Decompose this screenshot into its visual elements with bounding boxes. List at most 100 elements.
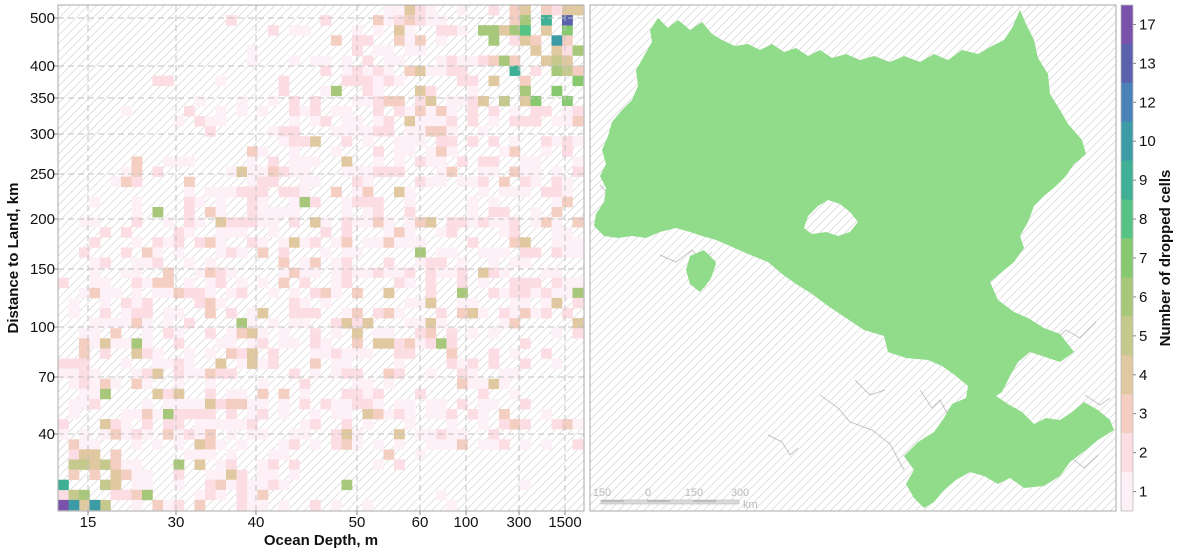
heatmap-cell [100, 257, 111, 268]
heatmap-cell [173, 479, 185, 491]
heatmap-cell [163, 75, 174, 87]
heatmap-cell [163, 358, 174, 369]
heatmap-cell [520, 398, 531, 410]
heatmap-cell [68, 308, 80, 319]
heatmap-cell [415, 257, 426, 268]
heatmap-cell [205, 267, 216, 278]
heatmap-cell [173, 439, 185, 450]
heatmap-cell [478, 156, 489, 167]
heatmap-cell [131, 469, 143, 480]
heatmap-cell [310, 368, 321, 379]
heatmap-cell [268, 176, 279, 188]
heatmap-cell [121, 469, 132, 480]
heatmap-cell [331, 368, 342, 379]
heatmap-cell [89, 257, 101, 268]
heatmap-cell [394, 136, 405, 147]
heatmap-cell [572, 5, 584, 16]
heatmap-cell [205, 328, 216, 339]
heatmap-cell [278, 267, 290, 278]
heatmap-cell [236, 166, 248, 177]
heatmap-cell [352, 348, 363, 359]
heatmap-cell [394, 308, 405, 319]
heatmap-cell [457, 156, 468, 167]
heatmap-cell [509, 237, 521, 248]
heatmap-cell [373, 126, 384, 137]
heatmap-cell [478, 217, 489, 228]
heatmap-cell [362, 388, 374, 400]
heatmap-cell [142, 378, 153, 390]
scalebar-label-0: 0 [645, 487, 651, 499]
heatmap-cell [341, 388, 353, 400]
heatmap-cell [499, 247, 510, 258]
heatmap-cell [184, 176, 195, 188]
heatmap-cell [278, 479, 290, 491]
heatmap-cell [499, 207, 510, 218]
heatmap-cell [247, 348, 258, 359]
heatmap-cell [226, 469, 237, 480]
heatmap-cell [572, 318, 584, 329]
heatmap-cell [425, 15, 437, 26]
heatmap-cell [467, 95, 479, 107]
heatmap-cell [289, 156, 300, 167]
heatmap-cell [331, 186, 342, 198]
heatmap-cell [352, 196, 363, 208]
heatmap-cell [509, 227, 521, 238]
heatmap-cell [215, 75, 227, 87]
heatmap-cell [236, 398, 248, 410]
heatmap-cell [394, 106, 405, 117]
heatmap-cell [89, 217, 101, 228]
heatmap-cell [415, 156, 426, 167]
heatmap-cell [89, 267, 101, 278]
heatmap-cell [478, 308, 489, 319]
heatmap-cell [383, 75, 395, 87]
map-frame [589, 4, 1117, 512]
heatmap-cell [226, 287, 237, 299]
heatmap-cell [215, 186, 227, 198]
heatmap-cell [331, 439, 342, 450]
heatmap-cell [467, 328, 479, 339]
heatmap-cell [100, 348, 111, 359]
heatmap-cell [163, 499, 174, 511]
heatmap-cell [499, 409, 510, 420]
colorbar-tick-label: 6 [1139, 289, 1147, 306]
heatmap-cell [79, 368, 90, 379]
heatmap-cell [415, 318, 426, 329]
heatmap-cell [268, 318, 279, 329]
heatmap-cell [509, 318, 521, 329]
heatmap-cell [236, 318, 248, 329]
heatmap-cell [383, 55, 395, 66]
heatmap-cell [236, 489, 248, 501]
heatmap-cell [131, 459, 143, 470]
heatmap-cell [488, 156, 500, 167]
heatmap-cell [572, 45, 584, 56]
heatmap-cell [152, 257, 164, 268]
heatmap-cell [509, 348, 521, 359]
colorbar-swatch [1121, 43, 1133, 84]
heatmap-cell [320, 65, 332, 76]
heatmap-cell [226, 166, 237, 177]
heatmap-cell [425, 116, 437, 127]
heatmap-cell [373, 409, 384, 420]
heatmap-cell [110, 287, 122, 299]
heatmap-cell [394, 267, 405, 278]
heatmap-cell [551, 297, 563, 309]
heatmap-cell [478, 378, 489, 390]
heatmap-cell [541, 55, 552, 66]
heatmap-cell [362, 318, 374, 329]
heatmap-cell [341, 267, 353, 278]
heatmap-cell [131, 287, 143, 299]
heatmap-cell [488, 166, 500, 177]
heatmap-cell [278, 186, 290, 198]
heatmap-cell [541, 146, 552, 157]
heatmap-cell [362, 207, 374, 218]
heatmap-cell [289, 429, 300, 440]
heatmap-cell [121, 106, 132, 117]
heatmap-cell [373, 106, 384, 117]
heatmap-cell [205, 419, 216, 430]
heatmap-cell [131, 217, 143, 228]
heatmap-cell [131, 308, 143, 319]
heatmap-cell [131, 257, 143, 268]
heatmap-cell [425, 409, 437, 420]
colorbar-swatch [1121, 394, 1133, 434]
y-tick-label: 250 [30, 166, 55, 183]
